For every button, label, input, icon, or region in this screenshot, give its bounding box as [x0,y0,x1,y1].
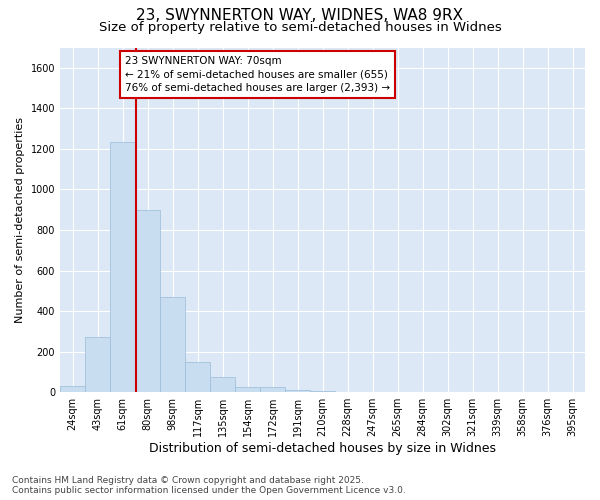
Bar [110,142,135,392]
Bar [210,377,235,392]
Bar [285,390,310,392]
Text: 23, SWYNNERTON WAY, WIDNES, WA8 9RX: 23, SWYNNERTON WAY, WIDNES, WA8 9RX [136,8,464,22]
Y-axis label: Number of semi-detached properties: Number of semi-detached properties [15,117,25,323]
Text: 23 SWYNNERTON WAY: 70sqm
← 21% of semi-detached houses are smaller (655)
76% of : 23 SWYNNERTON WAY: 70sqm ← 21% of semi-d… [125,56,390,92]
Bar [235,387,260,392]
X-axis label: Distribution of semi-detached houses by size in Widnes: Distribution of semi-detached houses by … [149,442,496,455]
Text: Contains HM Land Registry data © Crown copyright and database right 2025.
Contai: Contains HM Land Registry data © Crown c… [12,476,406,495]
Bar [60,386,85,392]
Text: Size of property relative to semi-detached houses in Widnes: Size of property relative to semi-detach… [98,21,502,34]
Bar [135,210,160,392]
Bar [260,387,285,392]
Bar [310,391,335,392]
Bar [185,362,210,392]
Bar [85,338,110,392]
Bar [160,297,185,392]
